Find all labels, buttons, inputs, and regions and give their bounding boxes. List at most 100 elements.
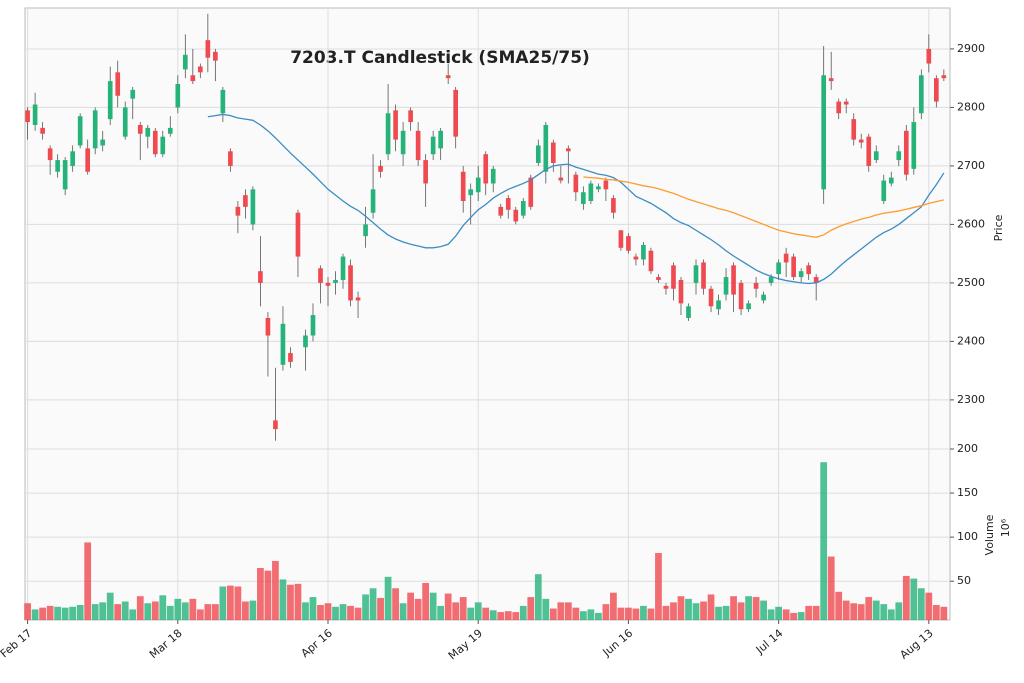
volume-bar [745, 596, 752, 620]
x-tick-label: Aug 13 [897, 627, 935, 662]
volume-bar [332, 606, 339, 620]
candle-body [528, 177, 534, 207]
volume-bar [542, 598, 550, 620]
volume-bar [512, 612, 520, 620]
volume-bar [354, 607, 362, 620]
candle-body [618, 230, 624, 248]
candle-body [243, 195, 248, 207]
candle-body [671, 265, 676, 289]
candle-body [633, 256, 639, 260]
volume-bar [812, 605, 820, 620]
candle-body [85, 148, 91, 172]
candle-body [858, 139, 864, 143]
volume-tick-label: 100 [957, 530, 978, 543]
candle-body [678, 279, 684, 304]
sma-line [583, 176, 944, 238]
candle-body [686, 306, 691, 318]
x-tick-label: Jun 16 [600, 627, 636, 660]
volume-bar [700, 601, 707, 620]
volume-bar [31, 609, 39, 620]
candle-body [130, 89, 136, 99]
candle-body [836, 101, 842, 114]
volume-bar [527, 597, 535, 620]
volume-bar [497, 612, 505, 620]
volume-bar [610, 592, 617, 620]
volume-bar [211, 604, 219, 620]
candle-body [145, 127, 151, 137]
volume-bar [257, 567, 264, 620]
volume-bar [144, 603, 152, 620]
candle-body [333, 279, 338, 283]
volume-bar [174, 598, 182, 620]
candle-body [205, 40, 211, 58]
volume-bar [797, 612, 805, 620]
candle-body [813, 277, 819, 283]
volume-bar [692, 603, 700, 620]
y-tick-label: 2600 [957, 217, 985, 230]
candle-body [62, 160, 68, 190]
candle-body [310, 315, 316, 336]
volume-bar [820, 462, 828, 620]
candle-body [941, 75, 947, 79]
candle-body [167, 127, 173, 134]
candle-body [783, 253, 789, 263]
volume-bar [429, 592, 437, 620]
volume-tick-label: 50 [957, 574, 971, 587]
candle-body [385, 113, 391, 155]
volume-bar [317, 605, 324, 620]
candle-body [175, 84, 181, 108]
volume-bar [287, 584, 294, 620]
volume-bar [775, 606, 782, 620]
candle-body [250, 189, 256, 225]
candle-body [370, 189, 376, 213]
volume-bar [557, 602, 565, 620]
candle-body [340, 256, 346, 280]
volume-bar [24, 603, 31, 620]
volume-bar [730, 596, 737, 620]
candle-body [423, 160, 428, 184]
volume-bar [159, 595, 167, 620]
volume-bar [151, 601, 159, 620]
volume-bar [887, 609, 895, 620]
volume-tick-label: 200 [957, 442, 978, 455]
volume-bar [474, 602, 482, 620]
volume-bar [196, 609, 204, 620]
candle-body [746, 303, 751, 310]
candle-body [122, 107, 128, 137]
candle-body [903, 130, 909, 175]
candle-body [295, 212, 301, 257]
candle-body [355, 297, 361, 301]
candle-body [280, 323, 286, 365]
volume-bar [640, 605, 647, 620]
candle-body [520, 201, 526, 216]
volume-bar [850, 603, 858, 620]
volume-bar [76, 605, 84, 620]
candle-body [558, 177, 564, 181]
candle-body [228, 151, 233, 166]
volume-bar [84, 542, 92, 620]
candle-body [198, 66, 203, 73]
candle-body [926, 48, 932, 64]
volume-bar [925, 592, 933, 620]
candle-body [573, 174, 579, 193]
candle-body [776, 262, 781, 275]
volume-bar [309, 597, 317, 620]
candle-body [318, 268, 323, 283]
volume-bar [655, 553, 662, 620]
candle-body [798, 271, 804, 278]
candle-body [182, 54, 188, 70]
candle-body [888, 177, 894, 184]
volume-bar [302, 602, 309, 620]
volume-bar [534, 574, 542, 620]
candle-body [866, 136, 872, 166]
candle-body [393, 110, 398, 140]
candle-body [648, 250, 654, 272]
candle-body [400, 130, 406, 155]
candle-body [460, 171, 466, 202]
candle-body [738, 282, 744, 310]
volume-bar [99, 602, 107, 620]
volume-bar [625, 607, 632, 620]
volume-bar [752, 597, 760, 620]
candle-body [806, 265, 811, 275]
volume-bar [865, 597, 873, 620]
